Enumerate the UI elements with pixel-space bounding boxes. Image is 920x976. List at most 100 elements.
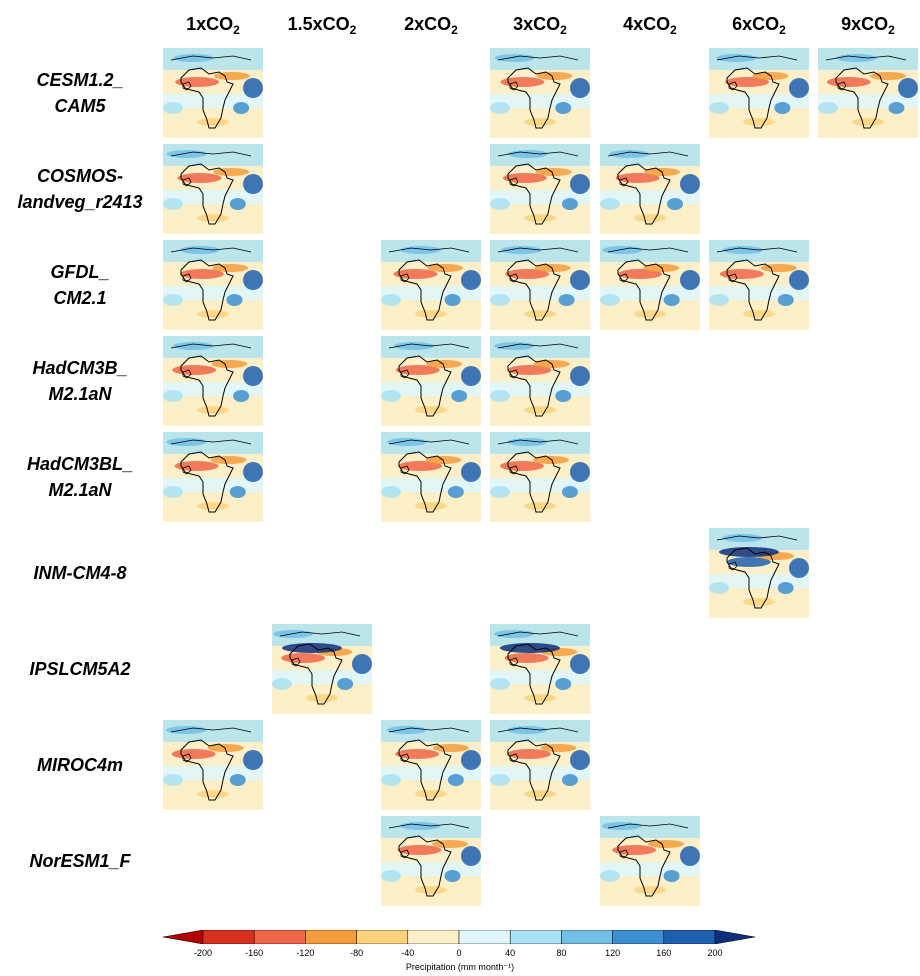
southern-dry-blob [415, 406, 447, 414]
map-panel-svg [381, 816, 481, 906]
east-africa-wet-blob [444, 294, 461, 306]
model-label: HadCM3B_ M2.1aN [0, 355, 160, 407]
indian-ocean-wet-blob [570, 750, 590, 770]
northern-wet-band [490, 336, 590, 358]
drying-anomaly-blob [532, 456, 569, 464]
lake-outline [619, 849, 629, 859]
colorbar-tick-label: 80 [556, 948, 567, 958]
colorbar-segment [458, 930, 511, 944]
southern-dry-blob [634, 214, 666, 222]
map-panel [381, 432, 481, 522]
lake-outline [509, 81, 519, 91]
atlantic-wet-blob [490, 294, 510, 306]
column-header-subscript: 2 [233, 23, 240, 37]
column-header-prefix: 9xCO [841, 14, 889, 34]
northern-wet-band [381, 432, 481, 454]
europe-coastline [716, 535, 798, 541]
east-africa-wet-blob [555, 102, 572, 114]
africa-coastline [507, 163, 561, 225]
lake-outline [400, 849, 410, 859]
sahel-anomaly-blob [826, 77, 871, 87]
east-africa-wet-blob [555, 390, 572, 402]
mediterranean-wet-blob [493, 630, 534, 638]
atlantic-wet-blob [709, 294, 729, 306]
southern-dry-blob [524, 406, 556, 414]
map-panel [163, 720, 263, 810]
colorbar-tick-label: 200 [707, 948, 723, 958]
europe-coastline [170, 439, 252, 445]
africa-coastline [180, 451, 234, 513]
column-header: 9xCO2 [813, 14, 920, 37]
map-panel-svg [709, 240, 809, 330]
lake-outline [182, 273, 192, 283]
lake-outline [509, 465, 519, 475]
map-panel-svg [163, 720, 263, 810]
northern-wet-band [272, 624, 372, 646]
column-header-prefix: 3xCO [513, 14, 561, 34]
map-panel [600, 144, 700, 234]
lake-outline [509, 369, 519, 379]
atlantic-wet-blob [818, 102, 838, 114]
southern-dry-blob [415, 886, 447, 894]
africa-coastline [398, 835, 452, 897]
map-panel-svg [381, 432, 481, 522]
colorbar-segment [509, 930, 562, 944]
east-africa-wet-blob [233, 390, 250, 402]
map-panel-svg [381, 720, 481, 810]
africa-coastline [726, 547, 780, 609]
africa-coastline [726, 259, 780, 321]
sahel-anomaly-blob [726, 557, 771, 567]
map-panel-svg [272, 624, 372, 714]
sahel-anomaly-blob [281, 653, 326, 663]
atlantic-wet-blob [490, 198, 510, 210]
europe-coastline [170, 247, 252, 253]
east-africa-wet-blob [777, 582, 794, 594]
colorbar-segment [407, 930, 460, 944]
atlantic-wet-blob [163, 390, 183, 402]
africa-coastline [617, 259, 671, 321]
east-africa-wet-blob [558, 294, 575, 306]
mediterranean-wet-blob [393, 342, 434, 350]
east-africa-wet-blob [888, 102, 905, 114]
indian-ocean-wet-blob [570, 270, 590, 290]
colorbar-segment [714, 930, 755, 944]
indian-ocean-wet-blob [789, 270, 809, 290]
indian-ocean-wet-blob [570, 78, 590, 98]
europe-coastline [170, 151, 252, 157]
europe-coastline [388, 343, 470, 349]
model-label-line: IPSLCM5A2 [29, 659, 131, 679]
europe-coastline [497, 727, 579, 733]
column-header-subscript: 2 [451, 23, 458, 37]
mediterranean-wet-blob [602, 246, 643, 254]
indian-ocean-wet-blob [243, 78, 263, 98]
southern-dry-blob [743, 118, 775, 126]
colorbar-segment [612, 930, 665, 944]
drying-anomaly-blob [213, 168, 250, 176]
europe-coastline [497, 247, 579, 253]
colorbar-tick-label: 0 [456, 948, 462, 958]
sahel-anomaly-blob [500, 77, 545, 87]
southern-dry-blob [306, 694, 338, 702]
east-africa-wet-blob [663, 294, 680, 306]
lake-outline [182, 465, 192, 475]
europe-coastline [497, 343, 579, 349]
map-panel [709, 48, 809, 138]
sahel-anomaly-blob [499, 461, 544, 471]
map-panel [381, 720, 481, 810]
drying-anomaly-blob [211, 360, 248, 368]
atlantic-wet-blob [381, 294, 401, 306]
europe-coastline [388, 823, 470, 829]
map-panel-svg [163, 240, 263, 330]
drying-anomaly-blob [536, 72, 573, 80]
southern-dry-blob [524, 790, 556, 798]
east-africa-wet-blob [444, 870, 461, 882]
indian-ocean-wet-blob [352, 654, 372, 674]
europe-coastline [170, 727, 252, 733]
sahel-anomaly-blob [507, 365, 552, 375]
europe-coastline [388, 439, 470, 445]
africa-coastline [507, 451, 561, 513]
model-label-line: MIROC4m [36, 755, 123, 775]
map-panel [381, 240, 481, 330]
indian-ocean-wet-blob [789, 78, 809, 98]
east-africa-wet-blob [451, 390, 468, 402]
